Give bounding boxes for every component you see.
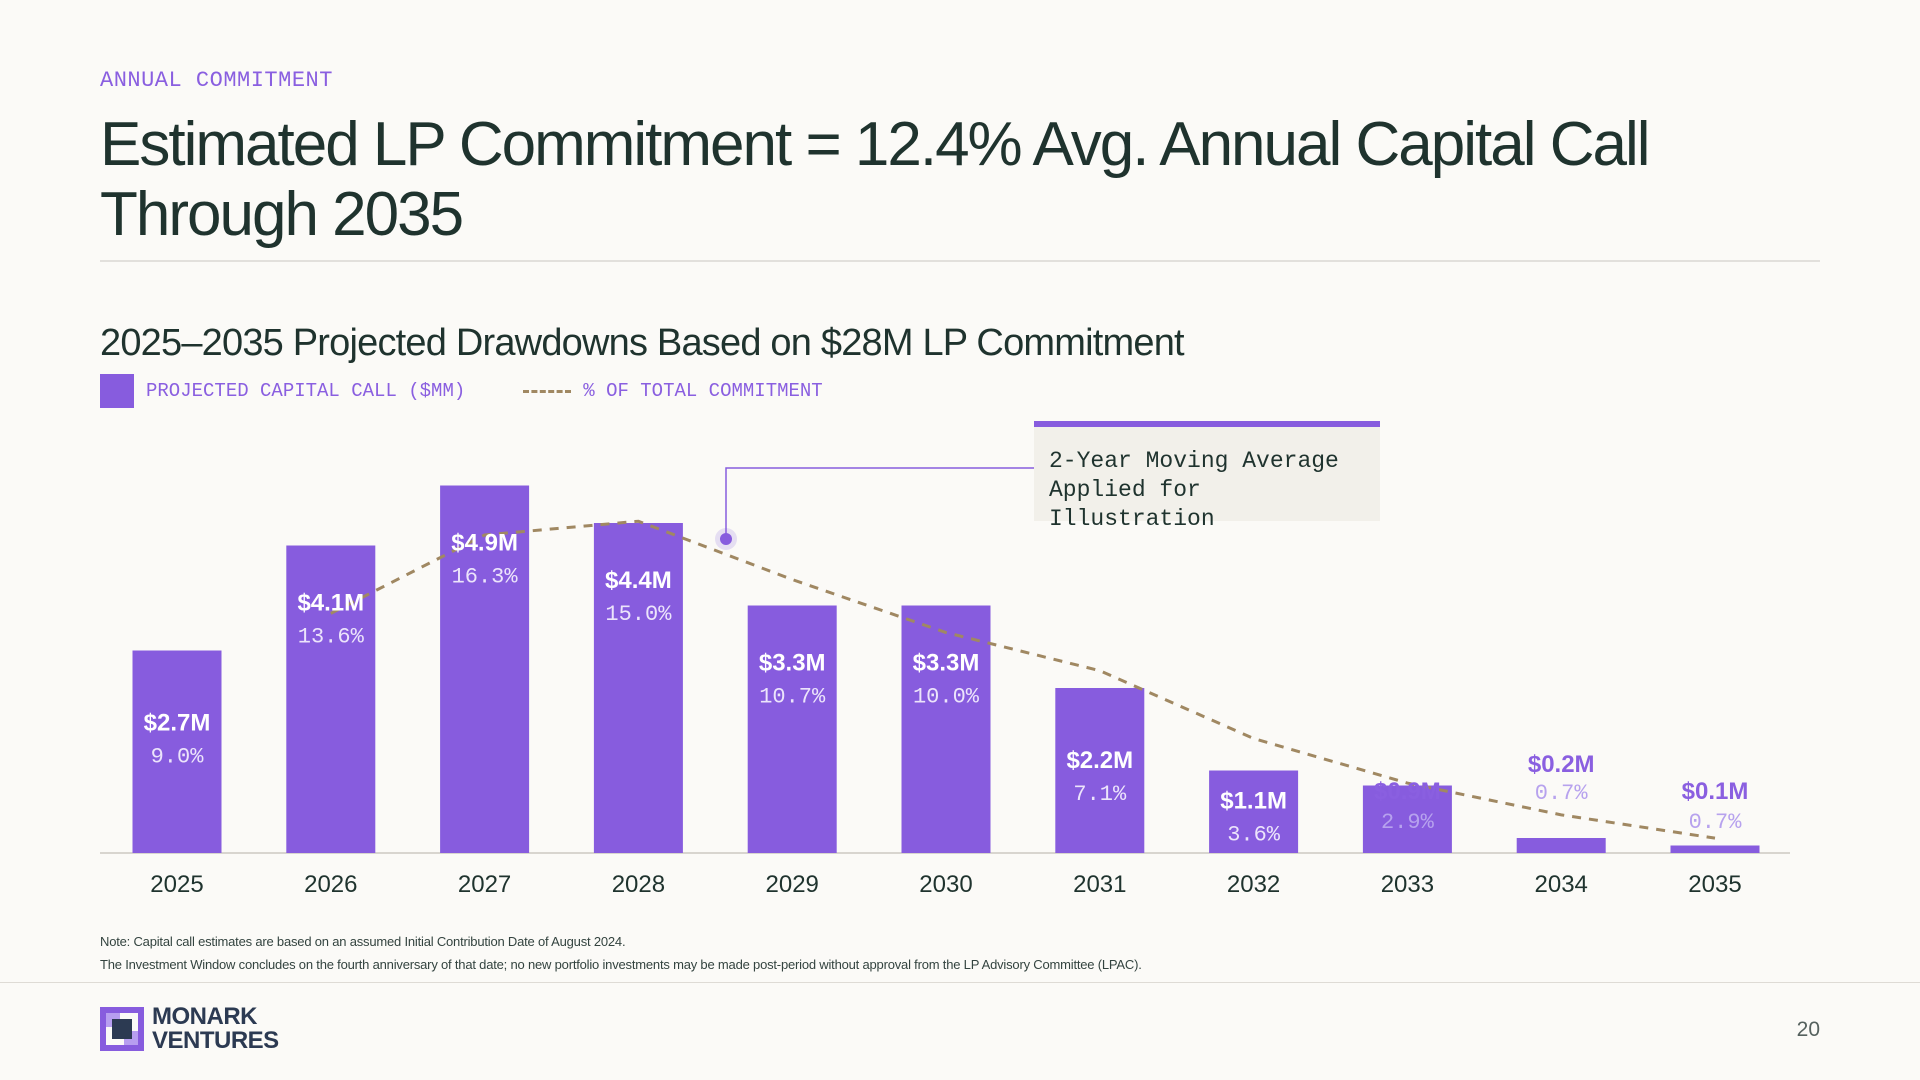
bar-percent-label-2028: 15.0% — [605, 602, 672, 627]
x-tick-label-2025: 2025 — [150, 871, 203, 898]
bar-2033 — [1362, 785, 1452, 853]
footer-divider — [0, 982, 1920, 983]
x-tick-label-2034: 2034 — [1535, 871, 1588, 898]
company-logo: MONARK VENTURES — [100, 1005, 279, 1053]
x-tick-label-2027: 2027 — [458, 871, 511, 898]
x-tick-label-2035: 2035 — [1688, 871, 1741, 898]
bar-percent-label-2029: 10.7% — [759, 685, 826, 710]
bar-2035 — [1670, 845, 1760, 853]
moving-average-callout: 2-Year Moving Average Applied for Illust… — [1034, 421, 1380, 532]
bar-percent-label-2033: 2.9% — [1381, 810, 1435, 835]
legend-label-capital-call: PROJECTED CAPITAL CALL ($MM) — [146, 380, 466, 402]
bar-value-label-2031: $2.2M — [1066, 747, 1133, 774]
bar-value-label-2025: $2.7M — [144, 710, 211, 737]
bar-value-label-2028: $4.4M — [605, 567, 672, 594]
x-tick-label-2032: 2032 — [1227, 871, 1280, 898]
x-tick-label-2031: 2031 — [1073, 871, 1126, 898]
bar-2028 — [593, 523, 683, 853]
callout-marker — [720, 533, 732, 545]
page-number: 20 — [1796, 1018, 1820, 1041]
footnote-line-2: The Investment Window concludes on the f… — [100, 957, 1142, 972]
bar-percent-label-2030: 10.0% — [913, 685, 980, 710]
bar-percent-label-2035: 0.7% — [1689, 810, 1743, 835]
bar-chart: $2.7M 9.0% 2025 $4.1M 13.6% 2026 $4.9M 16.3% 202… — [100, 467, 1790, 898]
bar-2031 — [1055, 688, 1145, 853]
title-divider — [100, 260, 1820, 262]
bar-2029 — [747, 605, 837, 853]
bar-2032 — [1209, 770, 1299, 853]
bar-2034 — [1516, 838, 1606, 853]
legend-swatch-capital-call — [100, 374, 134, 408]
footnote-line-1: Note: Capital call estimates are based o… — [100, 934, 626, 949]
bar-percent-label-2025: 9.0% — [151, 745, 205, 770]
x-tick-label-2028: 2028 — [612, 871, 665, 898]
bar-value-label-2035: $0.1M — [1682, 778, 1749, 805]
bar-value-label-2034: $0.2M — [1528, 751, 1595, 778]
bar-value-label-2032: $1.1M — [1220, 788, 1287, 815]
bar-2030 — [901, 605, 991, 853]
bar-2027 — [440, 485, 530, 853]
section-eyebrow: ANNUAL COMMITMENT — [100, 68, 333, 93]
callout-text: 2-Year Moving Average Applied for Illust… — [1049, 448, 1339, 532]
monark-logo-icon — [100, 1007, 144, 1051]
bar-value-label-2026: $4.1M — [297, 590, 364, 617]
bar-percent-label-2027: 16.3% — [452, 565, 519, 590]
bar-percent-label-2034: 0.7% — [1535, 781, 1589, 806]
bar-value-label-2033: $0.9M — [1374, 778, 1441, 805]
x-tick-label-2026: 2026 — [304, 871, 357, 898]
bar-value-label-2027: $4.9M — [451, 530, 518, 557]
chart-title: 2025–2035 Projected Drawdowns Based on $… — [100, 322, 1185, 364]
logo-line-2: VENTURES — [152, 1027, 279, 1054]
logo-line-1: MONARK — [152, 1003, 257, 1030]
x-tick-label-2030: 2030 — [919, 871, 972, 898]
bar-percent-label-2031: 7.1% — [1073, 782, 1127, 807]
bar-value-label-2029: $3.3M — [759, 650, 826, 677]
bar-2025 — [132, 650, 222, 853]
callout-leader-line — [725, 467, 1034, 539]
footnote: Note: Capital call estimates are based o… — [100, 930, 1142, 976]
logo-wordmark: MONARK VENTURES — [152, 1005, 279, 1053]
x-tick-label-2033: 2033 — [1381, 871, 1434, 898]
legend-swatch-percent-line — [523, 389, 572, 393]
bar-percent-label-2032: 3.6% — [1227, 823, 1281, 848]
chart-legend: PROJECTED CAPITAL CALL ($MM) % OF TOTAL … — [100, 374, 823, 408]
page-title: Estimated LP Commitment = 12.4% Avg. Ann… — [100, 110, 1651, 249]
legend-label-percent: % OF TOTAL COMMITMENT — [583, 380, 823, 402]
percent-trend-line — [330, 519, 1716, 840]
bar-percent-label-2026: 13.6% — [298, 625, 365, 650]
x-tick-label-2029: 2029 — [766, 871, 819, 898]
bar-value-label-2030: $3.3M — [913, 650, 980, 677]
